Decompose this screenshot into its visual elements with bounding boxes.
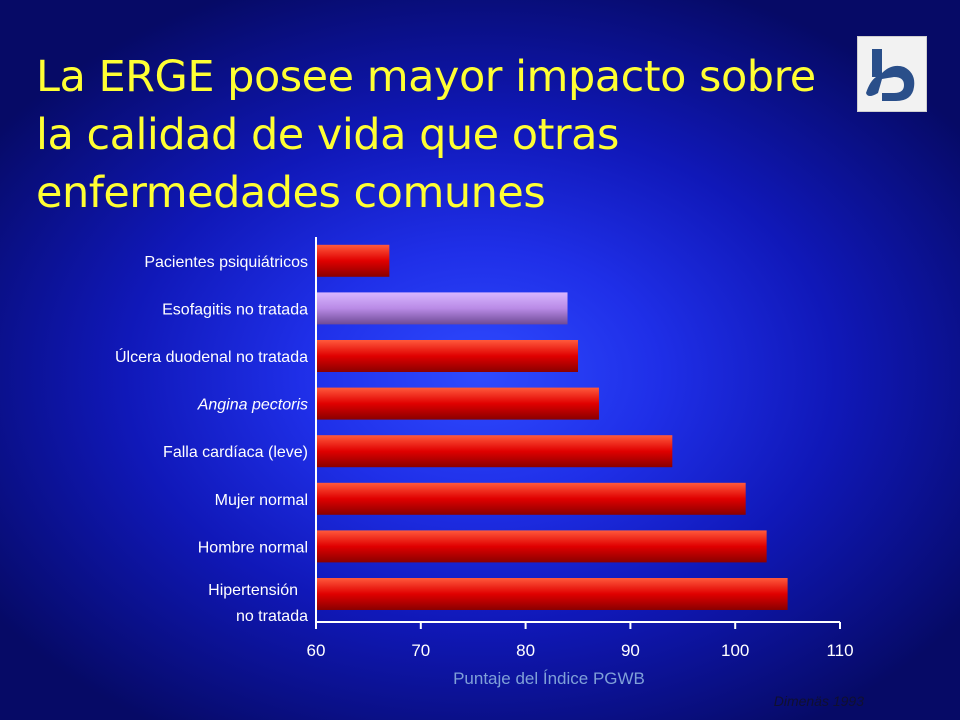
category-label-1: Esofagitis no tratada bbox=[162, 301, 308, 318]
title-line-3: enfermedades comunes bbox=[36, 168, 546, 218]
bar-2 bbox=[316, 340, 578, 372]
bar-3 bbox=[316, 387, 599, 420]
x-tick-label-5: 110 bbox=[826, 641, 853, 660]
bar-5 bbox=[316, 482, 746, 515]
category-label-0: Pacientes psiquiátricos bbox=[144, 254, 308, 271]
category-label-6: Hombre normal bbox=[198, 539, 308, 556]
x-tick-label-2: 80 bbox=[516, 641, 535, 660]
bar-7 bbox=[316, 578, 788, 610]
category-label-7: Hipertensión no tratada bbox=[208, 582, 308, 625]
source-citation: Dimenäs 1993 bbox=[773, 693, 864, 709]
x-tick-label-4: 100 bbox=[721, 641, 749, 660]
x-tick-label-1: 70 bbox=[411, 641, 430, 660]
bar-6 bbox=[316, 530, 767, 563]
bar-4 bbox=[316, 435, 673, 468]
category-label-3: Angina pectoris bbox=[197, 397, 308, 414]
bar-1 bbox=[316, 292, 568, 325]
slide-title: La ERGE posee mayor impacto sobre la cal… bbox=[36, 48, 856, 222]
bar-0 bbox=[316, 244, 390, 277]
x-axis-title: Puntaje del Índice PGWB bbox=[453, 669, 645, 688]
category-label-5: Mujer normal bbox=[215, 492, 308, 509]
category-label-4: Falla cardíaca (leve) bbox=[163, 444, 308, 461]
hospital-logo-icon bbox=[857, 36, 927, 112]
title-line-1: La ERGE posee mayor impacto sobre bbox=[36, 52, 816, 102]
x-tick-label-0: 60 bbox=[307, 641, 326, 660]
title-line-2: la calidad de vida que otras bbox=[36, 110, 619, 160]
x-tick-label-3: 90 bbox=[621, 641, 640, 660]
category-label-2: Úlcera duodenal no tratada bbox=[115, 347, 308, 366]
